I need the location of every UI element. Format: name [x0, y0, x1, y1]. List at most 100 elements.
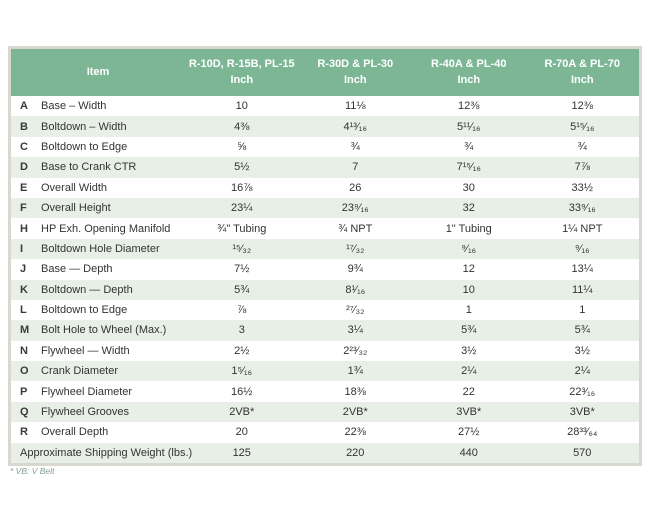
row-value: ¾" Tubing	[217, 222, 267, 235]
row-value: ¾	[577, 140, 587, 153]
header-col-4-models: R-70A & PL-70	[544, 57, 620, 70]
header-col-2: R-30D & PL-30 Inch	[299, 49, 413, 96]
row-value: 2VB*	[342, 406, 368, 419]
row-value: 26	[349, 181, 362, 194]
row-value: 12⅜	[571, 100, 593, 113]
row-value: 5¾	[234, 283, 250, 296]
table-row: I Boltdown Hole Diameter ¹⁵⁄₃₂ ¹⁷⁄₃₂ ⁹⁄₁₆ ⁹⁄₁…	[11, 238, 639, 260]
row-value: 23⁹⁄₁₆	[341, 202, 369, 215]
row-value: 9¾	[347, 263, 363, 276]
row-value: 4¹³⁄₁₆	[343, 120, 367, 133]
table-row: P Flywheel Diameter 16½ 18⅜ 22 22³⁄₁₆	[11, 381, 639, 402]
shipping-weight-label: Approximate Shipping Weight (lbs.)	[20, 446, 193, 459]
table-row: L Boltdown to Edge ⅞ ²⁷⁄₃₂ 1 1	[11, 299, 639, 321]
header-col-4: R-70A & PL-70 Inch	[526, 49, 640, 96]
row-value: 3½	[461, 344, 477, 357]
row-letter: M	[20, 324, 30, 337]
row-item-label: Flywheel Diameter	[41, 385, 133, 398]
row-item-label: Overall Depth	[41, 426, 109, 439]
header-col-1: R-10D, R-15B, PL-15 Inch	[185, 49, 299, 96]
row-value: ¾	[464, 140, 474, 153]
row-item-label: Boltdown to Edge	[41, 140, 128, 153]
row-letter: R	[20, 426, 28, 439]
row-value: 28³³⁄₆₄	[567, 426, 598, 439]
table-row: A Base – Width 10 11⅛ 12⅜ 12⅜	[11, 96, 639, 117]
table-body: A Base – Width 10 11⅛ 12⅜ 12⅜ B Boltdown – Widt…	[11, 96, 639, 443]
row-value: 5¾	[461, 324, 477, 337]
row-value: 5½	[234, 161, 250, 174]
row-value: 11¼	[571, 283, 593, 296]
row-letter: B	[20, 120, 28, 133]
row-value: 20	[235, 426, 248, 439]
row-item-label: Crank Diameter	[41, 365, 119, 378]
table-header-row: Item R-10D, R-15B, PL-15 Inch R-30D & PL…	[11, 49, 639, 96]
header-col-1-unit: Inch	[230, 73, 254, 86]
row-letter: E	[20, 181, 28, 194]
row-value: 18⅜	[344, 385, 366, 398]
table-row: J Base — Depth 7½ 9¾ 12 13¼	[11, 259, 639, 280]
footnote: * VB: V Belt	[10, 466, 55, 476]
row-value: 3¼	[347, 324, 363, 337]
row-letter: H	[20, 222, 28, 235]
table-row: C Boltdown to Edge ⅝ ¾ ¾ ¾	[11, 136, 639, 158]
row-value: 1	[465, 304, 472, 317]
row-value: 5¹¹⁄₁₆	[457, 120, 481, 133]
row-value: 3VB*	[569, 406, 595, 419]
table-row: Q Flywheel Grooves 2VB* 2VB* 3VB* 3VB*	[11, 401, 639, 423]
row-value: 7½	[234, 263, 250, 276]
table-row: E Overall Width 16⅞ 26 30 33½	[11, 177, 639, 198]
row-value: 22³⁄₁₆	[569, 385, 596, 398]
row-value: 2VB*	[229, 406, 255, 419]
row-value: 2½	[234, 344, 250, 357]
header-col-4-unit: Inch	[570, 73, 594, 86]
shipping-weight-row: Approximate Shipping Weight (lbs.) 125 2…	[11, 442, 639, 464]
row-letter: J	[20, 263, 27, 276]
row-value: 33½	[571, 181, 593, 194]
row-item-label: Base – Width	[41, 100, 107, 113]
shipping-weight-value: 440	[459, 446, 478, 459]
shipping-weight-value: 125	[232, 446, 251, 459]
row-value: 1¾	[347, 365, 363, 378]
row-value: 7⅞	[574, 161, 590, 174]
row-item-label: Flywheel Grooves	[41, 406, 130, 419]
row-value: ²⁷⁄₃₂	[346, 304, 365, 317]
table-row: O Crank Diameter 1⁵⁄₁₆ 1¾ 2¼ 2¼	[11, 361, 639, 382]
row-item-label: HP Exh. Opening Manifold	[41, 222, 171, 235]
row-item-label: Flywheel — Width	[41, 344, 130, 357]
row-value: 2²³⁄₃₂	[343, 344, 368, 357]
row-item-label: Overall Height	[41, 202, 111, 215]
header-col-3-models: R-40A & PL-40	[431, 57, 507, 70]
row-item-label: Boltdown to Edge	[41, 304, 128, 317]
shipping-weight-value: 570	[573, 446, 592, 459]
row-letter: P	[20, 385, 28, 398]
row-letter: Q	[20, 406, 29, 419]
row-letter: L	[20, 304, 27, 317]
row-value: 3½	[574, 344, 590, 357]
row-value: 22⅜	[344, 426, 366, 439]
row-value: 1¼ NPT	[562, 222, 603, 235]
row-value: ¹⁵⁄₃₂	[232, 242, 252, 255]
row-value: 16½	[231, 385, 253, 398]
row-value: 3	[238, 324, 245, 337]
row-value: 2¼	[461, 365, 477, 378]
row-letter: O	[20, 365, 29, 378]
header-col-3-unit: Inch	[457, 73, 481, 86]
spec-table: Item R-10D, R-15B, PL-15 Inch R-30D & PL…	[8, 46, 642, 467]
row-item-label: Boltdown Hole Diameter	[41, 242, 160, 255]
row-letter: F	[20, 202, 27, 215]
row-item-label: Boltdown – Width	[41, 120, 127, 133]
header-col-3: R-40A & PL-40 Inch	[412, 49, 526, 96]
row-value: 13¼	[571, 263, 593, 276]
table-row: H HP Exh. Opening Manifold ¾" Tubing ¾ NPT 1…	[11, 218, 639, 239]
row-item-label: Base to Crank CTR	[41, 161, 137, 174]
row-value: 8¹⁄₁₆	[345, 283, 366, 296]
table-row: K Boltdown — Depth 5¾ 8¹⁄₁₆ 10 11¼	[11, 279, 639, 300]
row-value: 27½	[458, 426, 480, 439]
row-item-label: Bolt Hole to Wheel (Max.)	[41, 324, 167, 337]
row-value: 1	[579, 304, 586, 317]
row-value: ¾ NPT	[338, 222, 373, 235]
row-value: ¾	[350, 140, 360, 153]
row-value: 12⅜	[458, 100, 480, 113]
row-letter: N	[20, 344, 28, 357]
